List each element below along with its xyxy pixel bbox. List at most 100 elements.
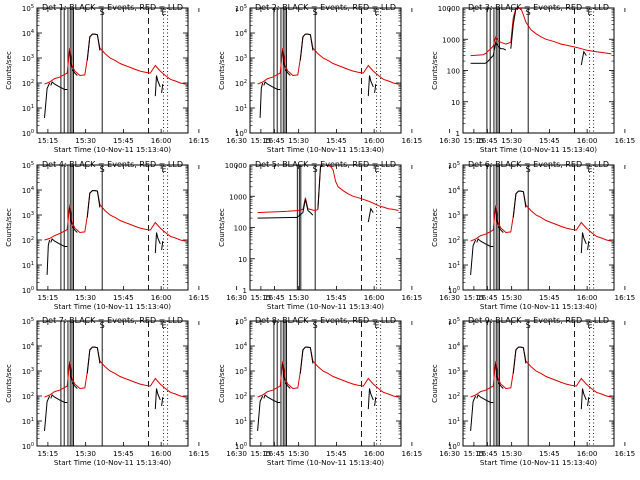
lld-series-line <box>470 190 612 242</box>
y-tick-label: 101 <box>22 104 34 113</box>
panel-title: Det 3: BLACK = Events, RED = LLD <box>468 3 609 12</box>
events-series-line <box>263 394 281 403</box>
y-tick-label: 105 <box>235 317 247 326</box>
events-series-line <box>476 238 494 247</box>
detector-panel-7: 15:15 15:30 15:45 16:00 16:15 16:30 16:45 100 10… <box>5 316 285 467</box>
events-series-line <box>50 238 68 247</box>
marker-annotation: E <box>588 8 593 17</box>
x-tick-label: 15:30 <box>75 293 96 302</box>
x-tick-label: 16:15 <box>189 136 210 145</box>
events-series-line <box>161 84 164 93</box>
y-tick-label: 101 <box>448 261 460 270</box>
marker-annotation: E <box>162 165 167 174</box>
x-tick-label: 15:45 <box>326 293 347 302</box>
y-tick-label: 101 <box>235 104 247 113</box>
y-tick-label: 104 <box>22 342 34 351</box>
x-tick-label: 16:45 <box>264 293 285 302</box>
events-series-line <box>86 190 101 218</box>
x-tick-label: 15:30 <box>501 293 522 302</box>
x-tick-label: 16:00 <box>577 136 598 145</box>
x-tick-label: 16:00 <box>577 293 598 302</box>
y-tick-label: 104 <box>235 342 247 351</box>
y-axis-label: Counts/sec <box>5 364 13 403</box>
y-tick-label: 102 <box>22 236 34 245</box>
events-series-line <box>510 8 519 49</box>
lld-series-line <box>257 346 399 398</box>
y-tick-label: 100 <box>234 225 247 233</box>
marker-annotation: E <box>588 321 593 330</box>
y-tick-label: 100 <box>235 442 247 451</box>
y-axis-label: Counts/sec <box>218 208 226 247</box>
events-series-line <box>495 207 504 233</box>
marker-annotation: E <box>375 165 380 174</box>
x-tick-label: 15:15 <box>251 136 272 145</box>
events-series-line <box>374 84 377 93</box>
y-tick-label: 105 <box>22 317 34 326</box>
marker-annotation: E <box>375 321 380 330</box>
y-tick-label: 103 <box>448 211 460 220</box>
y-tick-label: 101 <box>22 417 34 426</box>
x-tick-label: 16:30 <box>439 136 460 145</box>
x-tick-label: 16:30 <box>439 449 460 458</box>
y-tick-label: 100 <box>22 286 34 295</box>
panel-title: Det 6: BLACK = Events, RED = LLD <box>468 160 609 169</box>
marker-annotation: S <box>526 165 531 174</box>
events-series-line <box>512 190 527 218</box>
events-series-line <box>580 50 587 66</box>
y-tick-label: 104 <box>448 342 460 351</box>
detector-panel-9: 15:15 15:30 15:45 16:00 16:15 16:30 16:45 100 10… <box>431 316 635 467</box>
y-tick-label: 1 <box>456 130 460 138</box>
y-tick-label: 103 <box>22 211 34 220</box>
y-axis-label: Counts/sec <box>218 51 226 90</box>
panel-title: Det 5: BLACK = Events, RED = LLD <box>255 160 396 169</box>
marker-annotation: S <box>100 8 105 17</box>
y-axis-label: Counts/sec <box>431 364 439 403</box>
detector-panel-8: 15:15 15:30 15:45 16:00 16:15 16:30 16:45 100 10… <box>218 316 498 467</box>
events-series-line <box>580 388 587 410</box>
y-tick-label: 102 <box>22 79 34 88</box>
y-tick-label: 100 <box>448 286 460 295</box>
x-tick-label: 16:15 <box>189 449 210 458</box>
events-series-line <box>69 207 78 233</box>
events-series-line <box>580 232 587 254</box>
marker-annotation: S <box>526 321 531 330</box>
y-tick-label: 101 <box>22 261 34 270</box>
events-series-line <box>470 239 477 275</box>
x-tick-label: 15:45 <box>113 449 134 458</box>
x-tick-label: 16:30 <box>226 293 247 302</box>
lld-series-line <box>257 165 399 214</box>
y-axis-label: Counts/sec <box>5 51 13 90</box>
detector-panel-6: 15:15 15:30 15:45 16:00 16:15 16:30 16:45 100 10… <box>431 160 635 311</box>
y-tick-label: 103 <box>235 54 247 63</box>
panel-title: Det 4: BLACK = Events, RED = LLD <box>42 160 183 169</box>
plot-frame <box>249 7 402 134</box>
x-tick-label: 16:00 <box>364 449 385 458</box>
y-tick-label: 102 <box>448 236 460 245</box>
marker-annotation: S <box>100 165 105 174</box>
lld-series-line <box>44 346 186 398</box>
x-tick-label: 15:30 <box>501 136 522 145</box>
x-tick-label: 16:45 <box>477 293 498 302</box>
x-tick-label: 15:15 <box>464 293 485 302</box>
x-axis-label: Start Time (10-Nov-11 15:13:40) <box>480 145 597 154</box>
events-series-line <box>317 165 329 209</box>
x-axis-label: Start Time (10-Nov-11 15:13:40) <box>267 145 384 154</box>
x-tick-label: 15:30 <box>501 449 522 458</box>
detector-panel-2: 15:15 15:30 15:45 16:00 16:15 16:30 16:45 100 10… <box>218 3 498 154</box>
events-series-line <box>587 397 590 406</box>
events-series-line <box>367 75 374 97</box>
marker-annotation: E <box>162 8 167 17</box>
events-series-line <box>161 397 164 406</box>
x-axis-label: Start Time (10-Nov-11 15:13:40) <box>267 458 384 467</box>
x-tick-label: 15:30 <box>288 449 309 458</box>
marker-lines <box>486 8 595 133</box>
events-series-line <box>263 81 281 90</box>
marker-annotation: S <box>100 321 105 330</box>
x-tick-label: 15:45 <box>113 136 134 145</box>
x-tick-label: 16:15 <box>615 136 636 145</box>
y-tick-label: 10 <box>238 256 247 264</box>
x-axis-label: Start Time (10-Nov-11 15:13:40) <box>267 302 384 311</box>
x-tick-label: 16:45 <box>477 136 498 145</box>
x-tick-label: 15:15 <box>251 449 272 458</box>
